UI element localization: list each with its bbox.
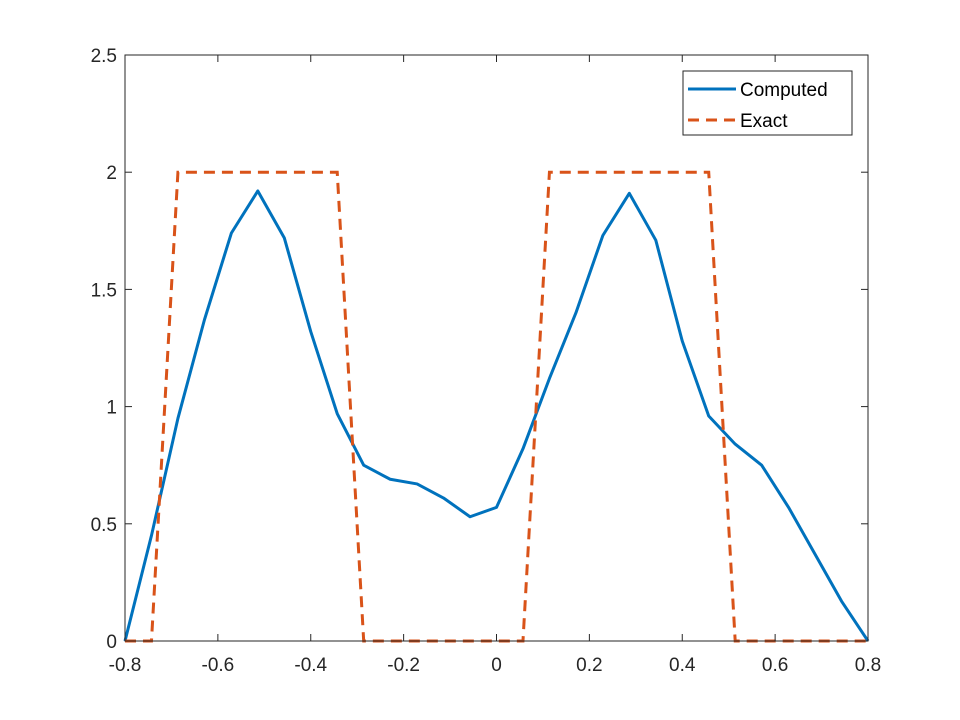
legend-label-exact: Exact bbox=[740, 111, 788, 132]
x-tick-label: -0.6 bbox=[202, 655, 235, 676]
x-tick-label: 0.4 bbox=[669, 655, 696, 676]
y-tick-label: 0.5 bbox=[91, 515, 117, 536]
y-tick-label: 0 bbox=[106, 632, 117, 653]
legend-box bbox=[682, 70, 853, 136]
y-tick-label: 2 bbox=[106, 163, 117, 184]
legend-label-computed: Computed bbox=[740, 80, 828, 101]
x-tick-label: 0.2 bbox=[576, 655, 602, 676]
y-tick-label: 2.5 bbox=[91, 46, 117, 67]
series-line-computed bbox=[123, 189, 870, 642]
axes-box bbox=[124, 54, 869, 642]
x-tick-label: -0.2 bbox=[387, 655, 420, 676]
y-tick-label: 1 bbox=[106, 398, 117, 419]
x-tick-label: 0.6 bbox=[762, 655, 788, 676]
x-tick-label: -0.4 bbox=[294, 655, 327, 676]
legend: Computed Exact bbox=[682, 70, 853, 136]
x-tick-label: 0.8 bbox=[855, 655, 881, 676]
y-tick-label: 1.5 bbox=[91, 280, 117, 301]
x-tick-label: -0.8 bbox=[109, 655, 142, 676]
plot-area bbox=[125, 55, 868, 641]
x-tick-label: 0 bbox=[491, 655, 502, 676]
ticks-layer: -0.8 -0.6 -0.4 -0.2 0 0.2 0.4 0.6 0.8 0 0.5 1 1.5 2 2.… bbox=[91, 46, 882, 676]
